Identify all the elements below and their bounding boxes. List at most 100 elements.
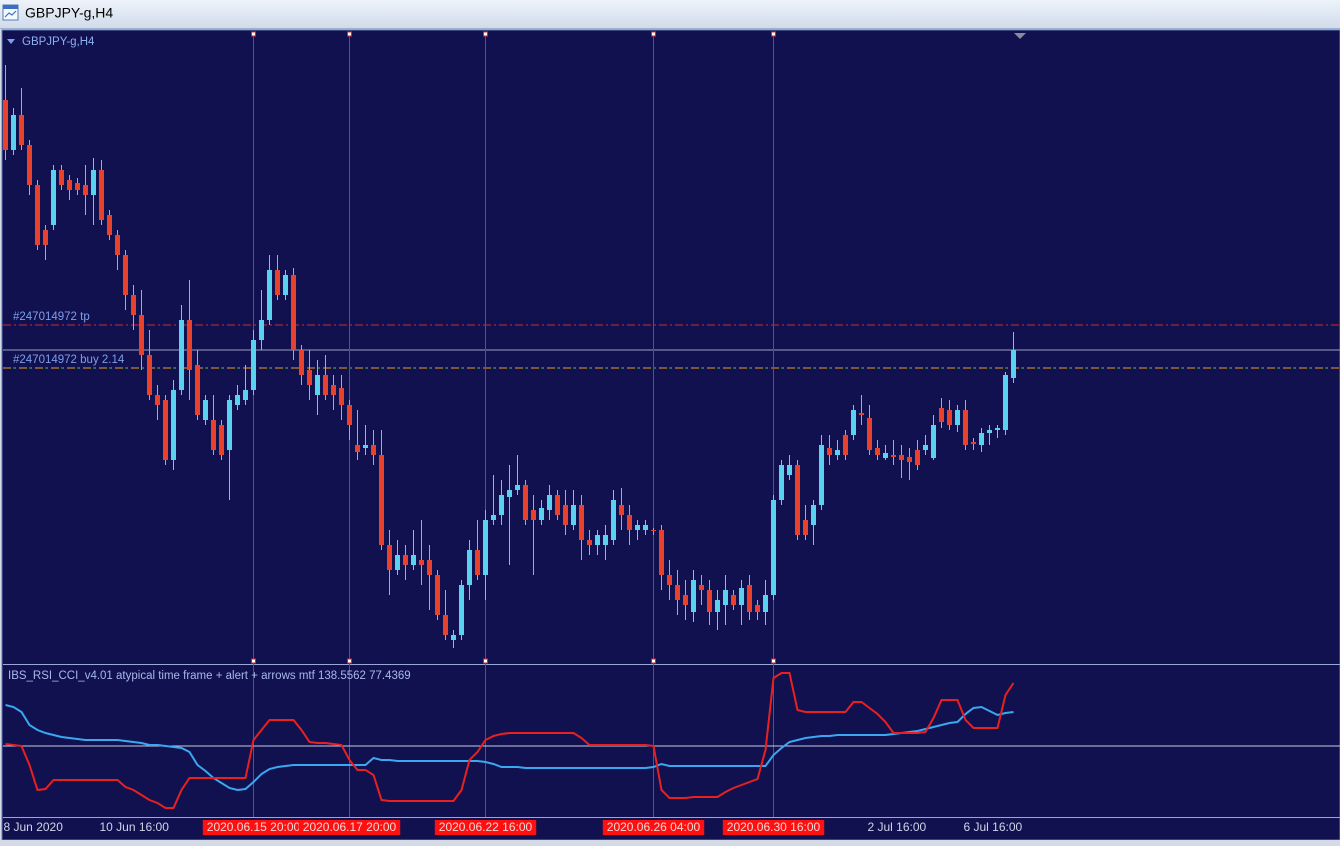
indicator-panel: IBS_RSI_CCI_v4.01 atypical time frame + … bbox=[3, 670, 1340, 809]
candle-body bbox=[523, 485, 528, 520]
candle-body bbox=[643, 525, 648, 530]
vline-handle bbox=[251, 658, 256, 664]
candle-body bbox=[451, 635, 456, 640]
candle-body bbox=[811, 505, 816, 525]
candle-body bbox=[955, 410, 960, 425]
candle-body bbox=[883, 453, 888, 458]
vline-handle bbox=[771, 658, 776, 664]
candle-body bbox=[243, 390, 248, 400]
indicator-line bbox=[5, 704, 1014, 792]
candle-body bbox=[363, 445, 368, 448]
candle-body bbox=[1003, 375, 1008, 430]
candle-body bbox=[211, 420, 216, 450]
vline-time-box bbox=[298, 820, 401, 835]
candle-body bbox=[931, 425, 936, 458]
candle-body bbox=[315, 375, 320, 395]
candle-body bbox=[891, 455, 896, 457]
candle-body bbox=[571, 505, 576, 525]
vline-handle bbox=[651, 658, 656, 664]
candle-body bbox=[923, 445, 928, 450]
time-label: 10 Jun 16:00 bbox=[100, 820, 170, 834]
time-label: 8 Jun 2020 bbox=[4, 820, 64, 834]
candle-body bbox=[755, 605, 760, 612]
symbol-label: GBPJPY-g,H4 bbox=[22, 36, 95, 48]
candle-body bbox=[971, 442, 976, 444]
vline-handle bbox=[771, 31, 776, 37]
candle-body bbox=[707, 590, 712, 612]
candle-body bbox=[547, 495, 552, 510]
candle-body bbox=[443, 615, 448, 635]
candle-body bbox=[3, 100, 8, 150]
indicator-title: IBS_RSI_CCI_v4.01 atypical time frame + … bbox=[8, 670, 411, 682]
candle-body bbox=[235, 395, 240, 405]
candle-body bbox=[739, 588, 744, 605]
candle-body bbox=[699, 585, 704, 590]
candle-body bbox=[43, 230, 48, 245]
candle-body bbox=[787, 465, 792, 475]
vline-time-box bbox=[434, 820, 537, 835]
candle-body bbox=[875, 448, 880, 455]
candle-body bbox=[147, 355, 152, 395]
chart-area bbox=[1, 29, 1340, 841]
vline-handle bbox=[483, 31, 488, 37]
candle-body bbox=[627, 515, 632, 530]
candle-body bbox=[779, 465, 784, 500]
candle-body bbox=[483, 520, 488, 575]
candle-body bbox=[131, 295, 136, 315]
time-axis: 8 Jun 2020 10 Jun 16:00 2 Jul 16:00 6 Jul 1… bbox=[4, 820, 1023, 835]
candle-body bbox=[75, 183, 80, 190]
candle-body bbox=[603, 535, 608, 545]
candle-body bbox=[379, 455, 384, 545]
order-label: #247014972 buy 2.14 bbox=[13, 354, 125, 366]
indicator-line bbox=[5, 672, 1015, 809]
candle-body bbox=[163, 400, 168, 460]
candle-body bbox=[267, 270, 272, 320]
candle-body bbox=[355, 445, 360, 452]
candle-body bbox=[411, 555, 416, 565]
candle-body bbox=[459, 585, 464, 635]
candle-body bbox=[219, 425, 224, 455]
candle-body bbox=[851, 410, 856, 435]
candle-body bbox=[531, 510, 536, 520]
candle-body bbox=[155, 395, 160, 405]
candle-body bbox=[435, 575, 440, 615]
vline-time-label: 2020.06.30 16:00 bbox=[727, 820, 821, 834]
candle-body bbox=[979, 433, 984, 445]
candle-body bbox=[139, 315, 144, 355]
candle-body bbox=[819, 445, 824, 505]
candle-body bbox=[19, 115, 24, 145]
candle-body bbox=[291, 275, 296, 350]
candle-body bbox=[339, 388, 344, 405]
candle-body bbox=[99, 170, 104, 220]
candle-body bbox=[579, 505, 584, 540]
candle-body bbox=[667, 575, 672, 585]
candle-body bbox=[251, 340, 256, 390]
candle-body bbox=[323, 375, 328, 395]
candle-body bbox=[187, 320, 192, 370]
candle-body bbox=[299, 350, 304, 375]
vline-handle bbox=[651, 31, 656, 37]
status-strip bbox=[0, 840, 1340, 846]
candle-body bbox=[683, 595, 688, 605]
candle-body bbox=[731, 595, 736, 605]
candle-body bbox=[499, 495, 504, 515]
candle-body bbox=[907, 457, 912, 462]
candle-body bbox=[859, 413, 864, 415]
collapse-arrow[interactable] bbox=[7, 39, 15, 44]
order-label: #247014972 tp bbox=[13, 311, 90, 323]
candle-body bbox=[83, 185, 88, 195]
shift-marker bbox=[1014, 33, 1026, 39]
candle-body bbox=[611, 500, 616, 540]
candle-body bbox=[507, 490, 512, 497]
candle-body bbox=[51, 170, 56, 225]
candle-body bbox=[555, 495, 560, 515]
candle-body bbox=[763, 595, 768, 612]
candle-body bbox=[387, 545, 392, 570]
candle-body bbox=[947, 410, 952, 425]
candle-body bbox=[11, 115, 16, 150]
candle-body bbox=[179, 320, 184, 390]
candle-body bbox=[419, 560, 424, 565]
candle-body bbox=[227, 400, 232, 450]
title-bar bbox=[0, 0, 1340, 29]
candle-body bbox=[371, 445, 376, 455]
